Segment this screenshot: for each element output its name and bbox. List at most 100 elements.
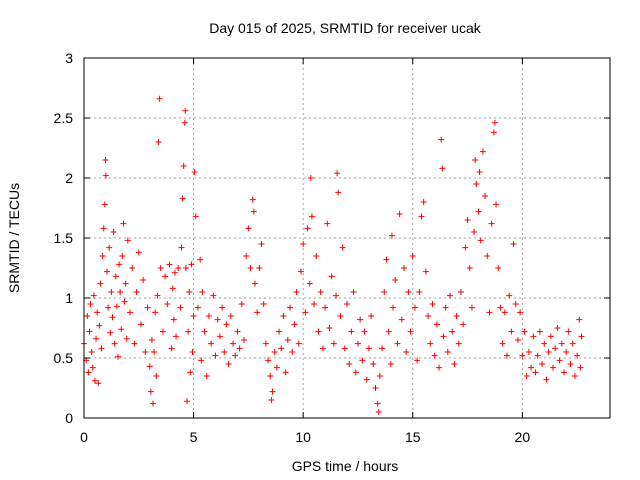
- data-point: [262, 340, 269, 347]
- data-point: [108, 289, 115, 295]
- data-point: [280, 313, 287, 319]
- data-point: [477, 237, 484, 244]
- data-point: [534, 352, 541, 359]
- data-point: [120, 220, 127, 227]
- data-point: [493, 201, 500, 208]
- axis-ticks: [83, 57, 610, 419]
- y-tick-label: 2.5: [54, 110, 74, 126]
- data-point: [333, 292, 340, 299]
- data-point: [146, 363, 153, 370]
- data-point: [173, 333, 180, 340]
- data-point: [574, 352, 581, 359]
- data-point: [460, 321, 467, 328]
- data-point: [169, 285, 176, 292]
- data-point: [179, 195, 186, 202]
- data-point: [344, 301, 350, 307]
- data-point: [451, 361, 458, 367]
- data-point: [187, 369, 194, 376]
- data-point: [317, 289, 324, 295]
- data-point: [157, 265, 164, 271]
- data-point: [462, 244, 469, 251]
- data-point: [170, 316, 177, 323]
- data-point: [536, 328, 543, 335]
- data-point: [554, 325, 561, 331]
- data-point: [491, 119, 498, 126]
- data-point: [501, 309, 508, 316]
- data-point: [388, 232, 395, 239]
- data-point: [201, 328, 208, 335]
- data-point: [444, 349, 451, 355]
- data-point: [168, 345, 175, 352]
- data-point: [96, 322, 103, 329]
- data-point: [116, 261, 123, 268]
- data-point: [101, 201, 108, 208]
- data-point: [106, 244, 113, 251]
- data-point: [276, 328, 283, 335]
- data-point: [359, 357, 366, 364]
- data-point: [313, 253, 320, 259]
- data-point: [97, 280, 104, 287]
- data-point: [315, 328, 322, 335]
- data-point: [484, 253, 491, 259]
- data-point: [133, 289, 140, 295]
- data-point: [560, 369, 567, 376]
- data-point: [409, 253, 416, 259]
- data-point: [418, 213, 425, 220]
- data-point: [525, 349, 532, 355]
- data-point: [482, 193, 489, 199]
- data-point: [123, 335, 130, 342]
- data-point: [471, 229, 478, 235]
- data-point: [182, 107, 189, 114]
- data-point: [475, 208, 482, 215]
- data-point: [473, 181, 480, 187]
- data-point: [230, 340, 237, 347]
- data-point: [479, 148, 486, 155]
- data-point: [208, 340, 215, 347]
- data-point: [189, 349, 196, 355]
- data-point: [90, 292, 97, 299]
- data-point: [89, 364, 96, 371]
- data-point: [258, 241, 265, 247]
- data-point: [250, 208, 257, 215]
- data-point: [289, 349, 296, 355]
- data-point: [324, 220, 331, 227]
- data-point: [95, 380, 102, 387]
- data-point: [414, 357, 421, 364]
- data-point: [153, 373, 160, 379]
- data-point: [102, 157, 109, 163]
- chart-title: Day 015 of 2025, SRMTID for receiver uca…: [209, 20, 482, 36]
- data-point: [254, 309, 261, 316]
- data-point: [227, 313, 234, 319]
- data-point: [152, 309, 159, 316]
- data-point: [517, 309, 524, 316]
- data-point: [335, 189, 342, 196]
- data-point: [287, 304, 294, 311]
- data-point: [519, 352, 526, 359]
- data-point: [98, 345, 105, 352]
- x-tick-label: 20: [515, 429, 531, 445]
- data-point: [107, 329, 114, 336]
- data-point: [85, 369, 92, 376]
- data-point: [552, 345, 559, 352]
- data-point: [514, 337, 521, 343]
- data-point: [119, 253, 126, 259]
- data-point: [191, 169, 198, 175]
- data-point: [94, 309, 101, 316]
- data-point: [156, 95, 163, 102]
- data-point: [140, 277, 147, 283]
- data-point: [144, 304, 151, 311]
- data-point: [330, 340, 337, 347]
- data-point: [523, 373, 530, 379]
- data-point: [238, 301, 245, 307]
- data-point: [571, 373, 578, 379]
- x-tick-label: 15: [405, 429, 421, 445]
- data-point: [392, 277, 399, 283]
- data-point: [567, 361, 574, 367]
- data-point: [350, 289, 357, 295]
- data-point: [488, 220, 495, 227]
- data-point: [506, 292, 513, 299]
- data-point: [468, 304, 475, 311]
- data-point: [180, 163, 187, 169]
- data-point: [532, 369, 539, 376]
- data-point: [124, 237, 131, 244]
